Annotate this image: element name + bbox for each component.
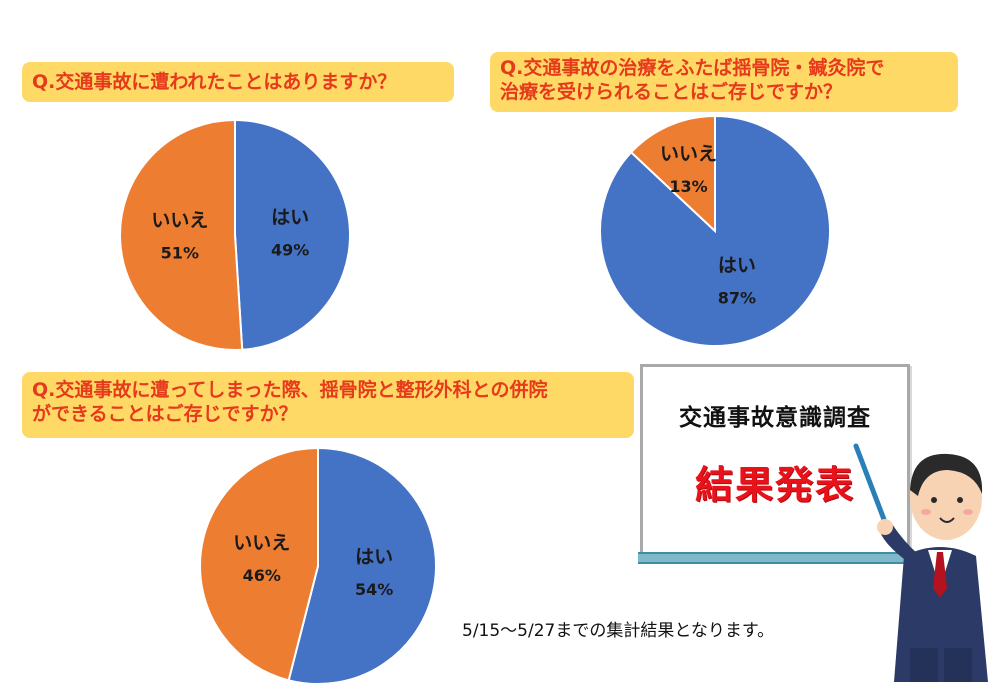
pie-3-label-no: いいえ	[233, 532, 290, 554]
question-2-line-2: 治療を受けられることはご存じですか？	[500, 81, 843, 103]
pie-3-label-yes: はい	[355, 546, 393, 568]
results-whiteboard: 交通事故意識調査 結果発表	[638, 364, 912, 564]
businessman-pointing-icon	[853, 443, 988, 682]
pie-3-value-yes: 54%	[355, 580, 393, 599]
pie-2-value-no: 13%	[669, 177, 707, 196]
pie-3-slice-yes	[287, 446, 437, 685]
pie-1-value-yes: 49%	[271, 240, 309, 259]
whiteboard-title: 交通事故意識調査	[679, 405, 871, 431]
pie-1-label-no: いいえ	[151, 210, 208, 232]
whiteboard-tray	[638, 552, 910, 564]
pie-3-slice-no	[199, 446, 319, 682]
question-3-banner: Q.交通事故に遭ってしまった際、揺骨院と整形外科との併院 ができることはご存じで…	[22, 372, 634, 438]
pie-2-slice-no	[629, 114, 716, 234]
pie-1-slice-no	[119, 118, 244, 351]
whiteboard-headline: 結果発表	[694, 463, 855, 507]
survey-period-note: 5/15～5/27までの集計結果となります。	[462, 621, 775, 641]
question-1-text: Q.交通事故に遭われたことはありますか？	[32, 71, 397, 93]
pie-2-label-yes: はい	[718, 255, 756, 277]
pie-chart-3: はい 54% いいえ 46%	[199, 446, 437, 685]
pie-2-label-no: いいえ	[660, 143, 717, 165]
question-1-banner: Q.交通事故に遭われたことはありますか？	[22, 62, 454, 102]
pie-1-value-no: 51%	[161, 244, 199, 263]
question-2-banner: Q.交通事故の治療をふたば揺骨院・鍼灸院で 治療を受けられることはご存じですか？	[490, 52, 958, 112]
pie-3-value-no: 46%	[243, 566, 281, 585]
question-2-line-1: Q.交通事故の治療をふたば揺骨院・鍼灸院で	[500, 57, 885, 79]
pie-2-value-yes: 87%	[718, 289, 756, 308]
question-3-line-2: ができることはご存じですか？	[32, 403, 298, 425]
pie-1-label-yes: はい	[271, 206, 309, 228]
question-3-line-1: Q.交通事故に遭ってしまった際、揺骨院と整形外科との併院	[32, 379, 548, 401]
pie-chart-2: はい 87% いいえ 13%	[599, 114, 831, 347]
pie-1-slice-yes	[234, 118, 351, 351]
pie-chart-1: はい 49% いいえ 51%	[119, 118, 351, 351]
